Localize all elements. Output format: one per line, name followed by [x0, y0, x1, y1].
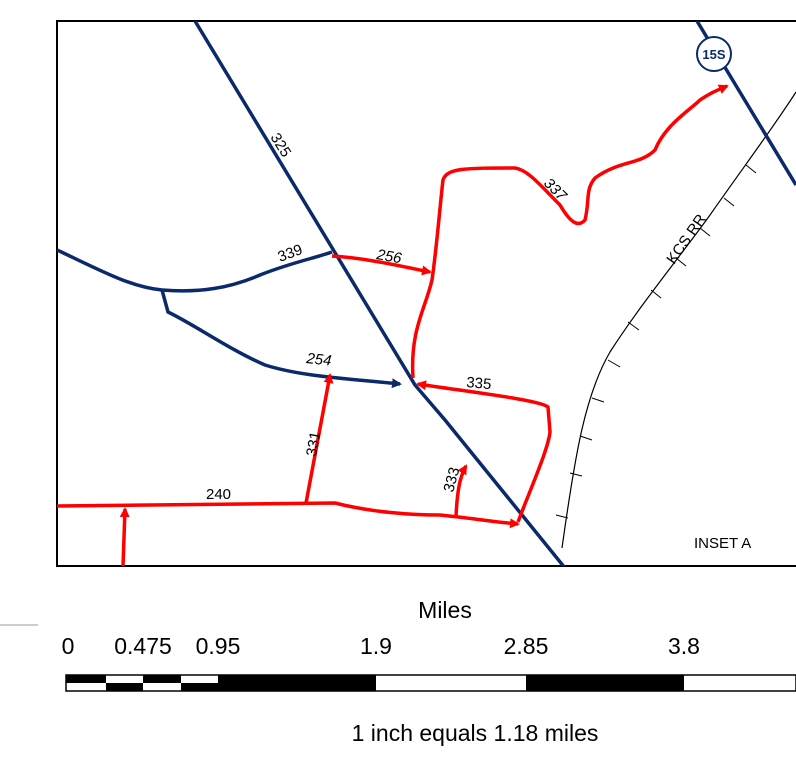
route-331	[304, 373, 334, 504]
label-road-335: 335	[466, 374, 492, 393]
route-333	[454, 464, 468, 518]
scale-title: Miles	[418, 597, 472, 623]
route-335	[416, 380, 552, 523]
scale-note: 1 inch equals 1.18 miles	[352, 720, 599, 746]
route-240-spur	[119, 507, 130, 566]
scale-tick-labels: 0 0.475 0.95 1.9 2.85 3.8	[62, 633, 700, 659]
road-325	[193, 21, 566, 566]
scale-tick-0: 0	[62, 633, 75, 659]
route-240	[57, 501, 520, 529]
scale-tick-5: 3.8	[668, 633, 700, 659]
inset-label: INSET A	[694, 535, 751, 552]
scale-tick-3: 1.9	[360, 633, 392, 659]
scale-tick-1: 0.475	[114, 633, 172, 659]
label-road-256: 256	[374, 246, 403, 267]
scale-tick-2: 0.95	[196, 633, 241, 659]
railroad-line	[561, 91, 796, 549]
label-road-333: 333	[440, 465, 463, 494]
label-road-254: 254	[305, 350, 333, 370]
scale-tick-4: 2.85	[504, 633, 549, 659]
shield-label: 15S	[702, 47, 725, 62]
road-254	[160, 289, 402, 389]
railroad-ties	[555, 164, 757, 519]
route-256	[331, 254, 432, 276]
route-15s-shield: 15S	[696, 36, 732, 72]
label-road-331: 331	[303, 430, 324, 458]
scale-bar	[65, 674, 796, 692]
label-road-240: 240	[206, 486, 231, 503]
route-connector	[410, 84, 729, 379]
road-339	[57, 248, 333, 293]
